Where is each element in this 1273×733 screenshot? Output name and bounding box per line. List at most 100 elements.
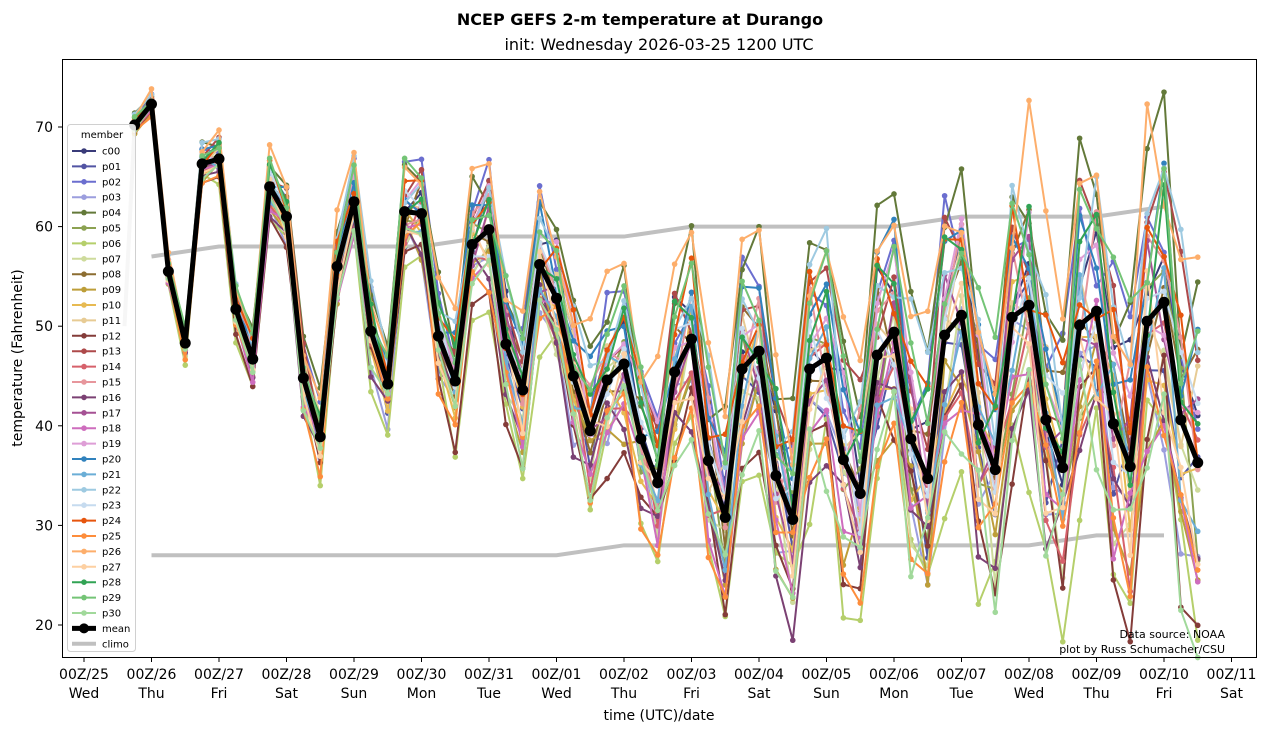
legend-item-p28: p28 bbox=[72, 578, 121, 589]
member-point-p09 bbox=[621, 441, 627, 448]
member-point-p06 bbox=[840, 615, 847, 621]
member-point-p18 bbox=[249, 379, 256, 386]
member-point-p26 bbox=[1076, 180, 1083, 187]
member-point-p27 bbox=[1026, 341, 1032, 347]
member-point-p21 bbox=[1110, 361, 1117, 368]
member-point-p03 bbox=[1110, 484, 1117, 491]
legend-swatch-marker bbox=[81, 533, 87, 539]
member-point-p30 bbox=[924, 514, 931, 521]
legend-swatch-marker bbox=[81, 333, 87, 339]
plot-frame bbox=[62, 59, 1257, 658]
member-point-p30 bbox=[317, 445, 324, 451]
member-point-p06 bbox=[1093, 405, 1100, 411]
member-point-p27 bbox=[621, 351, 627, 357]
member-point-p30 bbox=[739, 472, 745, 478]
mean-point bbox=[1158, 296, 1170, 308]
legend-swatch-marker bbox=[81, 194, 87, 200]
legend-item-p03: p03 bbox=[72, 193, 121, 204]
member-point-p18 bbox=[1144, 448, 1150, 455]
member-point-p25 bbox=[604, 408, 610, 414]
legend-swatch-marker bbox=[81, 240, 87, 247]
member-point-p30 bbox=[840, 534, 847, 540]
member-point-p23 bbox=[1161, 288, 1167, 295]
member-point-p22 bbox=[1194, 349, 1201, 356]
legend-label: mean bbox=[102, 624, 130, 635]
credit-annotation: plot by Russ Schumacher/CSU bbox=[1059, 643, 1225, 656]
mean-line bbox=[132, 101, 1201, 522]
member-point-p30 bbox=[519, 465, 526, 472]
member-point-p29 bbox=[1194, 328, 1201, 334]
legend-label: p26 bbox=[102, 547, 121, 558]
legend-swatch-marker bbox=[81, 517, 87, 524]
member-point-p24 bbox=[1043, 312, 1049, 318]
member-point-p25 bbox=[384, 396, 391, 402]
y-tick-label: 20 bbox=[35, 618, 53, 634]
member-point-p30 bbox=[1043, 553, 1049, 559]
member-point-p25 bbox=[1059, 523, 1066, 529]
legend-label: c00 bbox=[102, 147, 120, 158]
member-point-p16 bbox=[368, 374, 374, 380]
legend-swatch-marker bbox=[81, 363, 87, 370]
legend-swatch-marker bbox=[81, 502, 87, 509]
legend-swatch-marker bbox=[81, 610, 87, 616]
member-point-p24 bbox=[908, 358, 914, 364]
member-point-p28 bbox=[924, 386, 931, 392]
legend-label: p17 bbox=[102, 408, 121, 419]
member-point-p26 bbox=[334, 207, 340, 213]
member-point-p16 bbox=[823, 463, 830, 469]
member-point-p06 bbox=[941, 515, 948, 522]
mean-point bbox=[365, 325, 377, 337]
member-point-p04 bbox=[891, 191, 897, 197]
member-point-p23 bbox=[823, 395, 830, 402]
x-tick-weekday: Sun bbox=[341, 686, 368, 702]
member-point-p20 bbox=[688, 289, 695, 296]
member-point-p11 bbox=[553, 271, 560, 278]
member-point-p22 bbox=[199, 139, 205, 146]
member-point-p10 bbox=[671, 426, 678, 433]
member-point-p04 bbox=[1076, 135, 1083, 142]
member-point-p04 bbox=[958, 166, 965, 172]
member-point-p29 bbox=[789, 470, 796, 477]
member-line-p29 bbox=[133, 100, 1199, 475]
member-point-p28 bbox=[975, 439, 982, 446]
member-point-p30 bbox=[756, 427, 762, 434]
legend-item-p17: p17 bbox=[72, 408, 121, 419]
member-point-p30 bbox=[1178, 607, 1184, 614]
chart-title: NCEP GEFS 2-m temperature at Durango bbox=[457, 10, 823, 29]
member-point-p28 bbox=[941, 234, 948, 240]
member-point-p26 bbox=[840, 314, 847, 320]
member-point-p07 bbox=[789, 599, 796, 606]
legend-item-p20: p20 bbox=[72, 455, 121, 466]
legend-swatch-marker bbox=[81, 564, 87, 570]
member-point-p13 bbox=[857, 376, 864, 383]
legend-swatch-marker bbox=[81, 271, 87, 278]
member-point-p12 bbox=[469, 301, 475, 308]
member-point-p06 bbox=[1076, 517, 1083, 524]
member-point-p26 bbox=[1093, 172, 1100, 178]
member-point-p26 bbox=[857, 357, 864, 364]
member-point-p27 bbox=[688, 395, 695, 402]
member-point-p29 bbox=[739, 278, 745, 285]
mean-point bbox=[449, 375, 461, 387]
member-point-p28 bbox=[1194, 421, 1201, 427]
member-point-p25 bbox=[958, 399, 965, 406]
member-point-p27 bbox=[992, 511, 999, 517]
member-point-p27 bbox=[671, 399, 678, 406]
member-point-p29 bbox=[199, 153, 205, 159]
legend-item-p14: p14 bbox=[72, 362, 121, 373]
member-point-p29 bbox=[891, 243, 897, 250]
legend-label: p29 bbox=[102, 593, 121, 604]
mean-point bbox=[483, 224, 495, 236]
member-point-p26 bbox=[536, 188, 543, 195]
member-point-p29 bbox=[503, 273, 509, 279]
legend-swatch-marker bbox=[81, 456, 87, 462]
member-point-p30 bbox=[992, 609, 999, 616]
member-point-p26 bbox=[1110, 333, 1117, 340]
member-point-p26 bbox=[1194, 254, 1201, 260]
member-point-p16 bbox=[958, 369, 965, 375]
member-point-p29 bbox=[840, 353, 847, 359]
member-point-p27 bbox=[1178, 464, 1184, 471]
legend-item-p08: p08 bbox=[72, 270, 121, 281]
member-point-p28 bbox=[958, 246, 965, 253]
legend-label: p19 bbox=[102, 439, 121, 450]
